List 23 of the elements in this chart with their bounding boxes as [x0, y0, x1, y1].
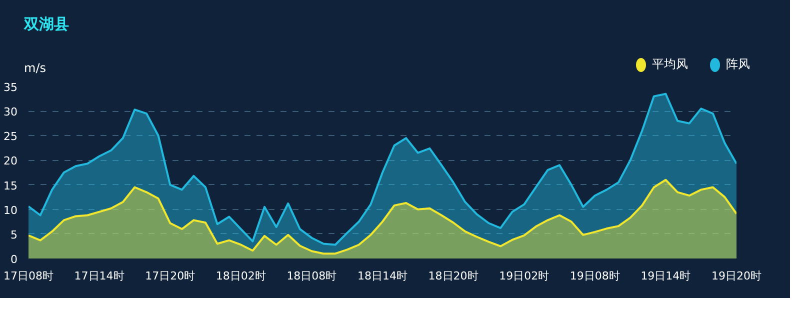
- x-tick-label: 17日08时: [4, 270, 54, 282]
- x-tick-label: 18日08时: [286, 270, 337, 282]
- y-tick-label: 10: [4, 204, 18, 217]
- x-tick-label: 18日14时: [358, 270, 408, 282]
- chart-title: 双湖县: [24, 14, 69, 35]
- y-tick-label: 25: [4, 130, 18, 144]
- legend-label: 阵风: [726, 56, 750, 73]
- y-tick-label: 15: [4, 179, 18, 192]
- x-tick-label: 19日02时: [499, 270, 550, 282]
- x-tick-label: 19日20时: [712, 270, 762, 282]
- x-tick-label: 17日14时: [74, 270, 124, 282]
- y-tick-label: 30: [4, 106, 18, 119]
- x-tick-label: 19日08时: [570, 270, 620, 282]
- y-tick-label: 0: [10, 253, 18, 266]
- x-tick-label: 17日20时: [145, 270, 196, 282]
- y-tick-label: 35: [4, 81, 18, 94]
- y-tick-label: 20: [4, 154, 18, 168]
- x-tick-label: 18日02时: [216, 270, 266, 282]
- x-tick-label: 18日20时: [428, 270, 478, 282]
- legend-label: 平均风: [652, 56, 688, 73]
- y-tick-label: 5: [10, 228, 18, 242]
- x-tick-label: 19日14时: [640, 270, 691, 282]
- y-axis-title: m/s: [24, 60, 46, 77]
